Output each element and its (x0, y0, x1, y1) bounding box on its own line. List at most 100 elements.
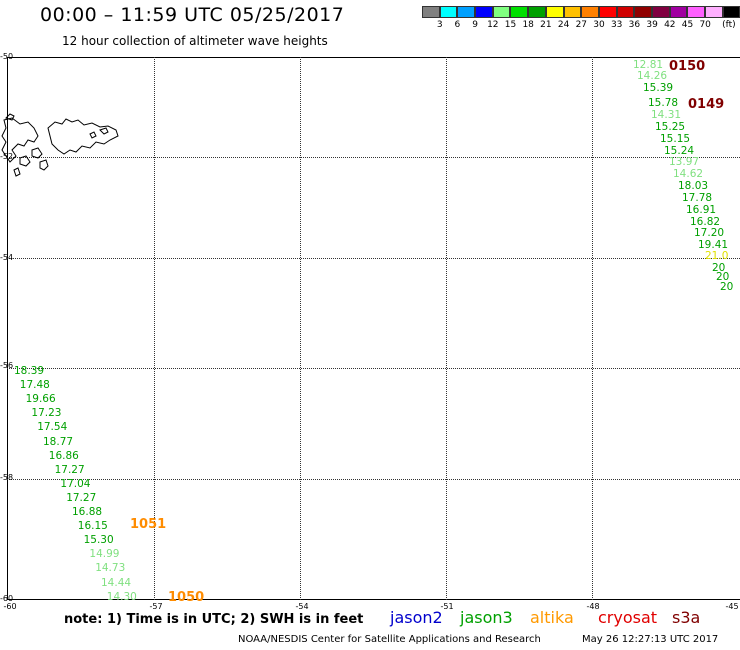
color-scale-swatch (669, 6, 688, 18)
swh-reading: 14.62 (673, 168, 704, 180)
swh-reading: 17.48 (19, 379, 50, 392)
lat-label: -58 (0, 473, 14, 482)
time-label: 1051 (130, 517, 167, 532)
swh-reading: 20 (712, 262, 726, 274)
swh-reading: 14.31 (651, 109, 682, 121)
color-scale-label: 39 (646, 20, 658, 30)
swh-reading: 18.77 (43, 435, 74, 448)
falkland-islands-coastline (1, 113, 119, 177)
color-scale-label: 27 (575, 20, 588, 30)
color-scale-swatch (634, 6, 652, 18)
swh-reading: 12.81 (633, 59, 664, 71)
color-scale-swatch (492, 6, 511, 18)
swh-reading: 14.73 (95, 562, 126, 575)
swh-reading: 21.0 (705, 250, 729, 262)
color-scale-swatch (722, 6, 740, 18)
legend-s3a: s3a (672, 608, 701, 627)
swh-reading: 14.30 (106, 590, 137, 603)
color-scale-label: 6 (454, 20, 461, 30)
swh-reading: 18.39 (14, 365, 45, 377)
color-scale-swatch (422, 6, 440, 18)
time-label: 0149 (688, 97, 725, 112)
color-scale-swatch (705, 6, 723, 18)
color-scale-swatch (581, 6, 599, 18)
color-scale-swatch (616, 6, 635, 18)
lon-label: -48 (586, 602, 600, 611)
gridline-lon (300, 57, 301, 600)
swh-reading: 17.27 (66, 491, 97, 504)
swh-reading: 16.15 (77, 520, 108, 533)
color-scale-label: 30 (593, 20, 605, 30)
swh-reading: 19.66 (25, 393, 56, 406)
gridline-lat (7, 368, 740, 369)
color-scale-label: 18 (522, 20, 534, 30)
color-scale-label: 21 (540, 20, 552, 30)
color-scale-labels: 3 6 9 12 15 18 21 24 27 30 33 36 39 42 45 70 (ft) (422, 20, 740, 34)
gridline-lon (592, 57, 593, 600)
gridline-lat (7, 479, 740, 480)
footer-source: NOAA/NESDIS Center for Satellite Applica… (238, 634, 541, 645)
swh-reading: 15.39 (643, 82, 674, 94)
legend-altika: altika (530, 608, 574, 627)
color-scale-label: 70 (699, 20, 711, 30)
lat-label: -54 (0, 253, 14, 262)
page-title: 00:00 – 11:59 UTC 05/25/2017 (40, 4, 345, 26)
swh-reading: 17.20 (694, 227, 725, 239)
swh-reading: 14.44 (101, 576, 132, 589)
color-scale-label: 24 (557, 20, 570, 30)
lon-label: -54 (295, 602, 309, 611)
color-scale-label: 45 (681, 20, 694, 30)
color-scale-label: 15 (504, 20, 517, 30)
swh-reading: 20 (716, 271, 730, 283)
color-scale-swatch (598, 6, 617, 18)
color-scale-swatch (439, 6, 458, 18)
swh-reading: 15.15 (660, 133, 691, 145)
lon-label: -45 (725, 602, 739, 611)
color-scale-label: 9 (472, 20, 478, 30)
color-scale-label: 12 (487, 20, 499, 30)
gridline-lat (7, 258, 740, 259)
swh-reading: 14.99 (89, 548, 120, 561)
swh-reading: 15.24 (664, 145, 695, 157)
page-subtitle: 12 hour collection of altimeter wave hei… (62, 34, 328, 48)
color-scale-swatch (457, 6, 476, 18)
swh-reading: 17.27 (54, 463, 85, 476)
color-scale-swatch (563, 6, 582, 18)
color-scale-swatch (651, 6, 670, 18)
color-scale-label: (ft) (722, 20, 736, 30)
gridline-lon (446, 57, 447, 600)
swh-reading: 13.97 (669, 156, 700, 168)
swh-reading: 16.82 (690, 216, 721, 228)
gridline-lat (7, 157, 740, 158)
time-label: 0150 (669, 59, 706, 74)
swh-reading: 15.30 (83, 534, 114, 547)
swh-reading: 18.03 (678, 180, 709, 192)
swh-reading: 17.04 (60, 477, 91, 490)
lat-label: -50 (0, 52, 14, 61)
swh-reading: 15.78 (648, 97, 679, 109)
swh-reading: 17.78 (682, 192, 713, 204)
color-scale-bar (422, 6, 740, 18)
swh-reading: 20 (720, 281, 734, 293)
legend-jason2: jason2 (390, 608, 443, 627)
color-scale-swatch (528, 6, 546, 18)
legend-jason3: jason3 (460, 608, 513, 627)
swh-reading: 17.23 (31, 407, 62, 420)
time-label: 1050 (168, 590, 205, 605)
color-scale-swatch (510, 6, 529, 18)
map-plot-area (7, 57, 740, 600)
color-scale-swatch (475, 6, 493, 18)
color-scale-label: 42 (664, 20, 676, 30)
swh-reading: 16.91 (686, 204, 717, 216)
swh-reading: 19.41 (698, 239, 729, 251)
gridline-lon (154, 57, 155, 600)
lon-label: -57 (149, 602, 163, 611)
color-scale-label: 3 (436, 20, 443, 30)
color-scale-label: 36 (628, 20, 641, 30)
swh-reading: 15.25 (655, 121, 686, 133)
lat-label: -56 (0, 361, 14, 370)
swh-reading: 14.26 (637, 70, 668, 82)
lon-label: -51 (440, 602, 454, 611)
color-scale-swatch (545, 6, 564, 18)
swh-reading: 17.54 (37, 421, 68, 434)
